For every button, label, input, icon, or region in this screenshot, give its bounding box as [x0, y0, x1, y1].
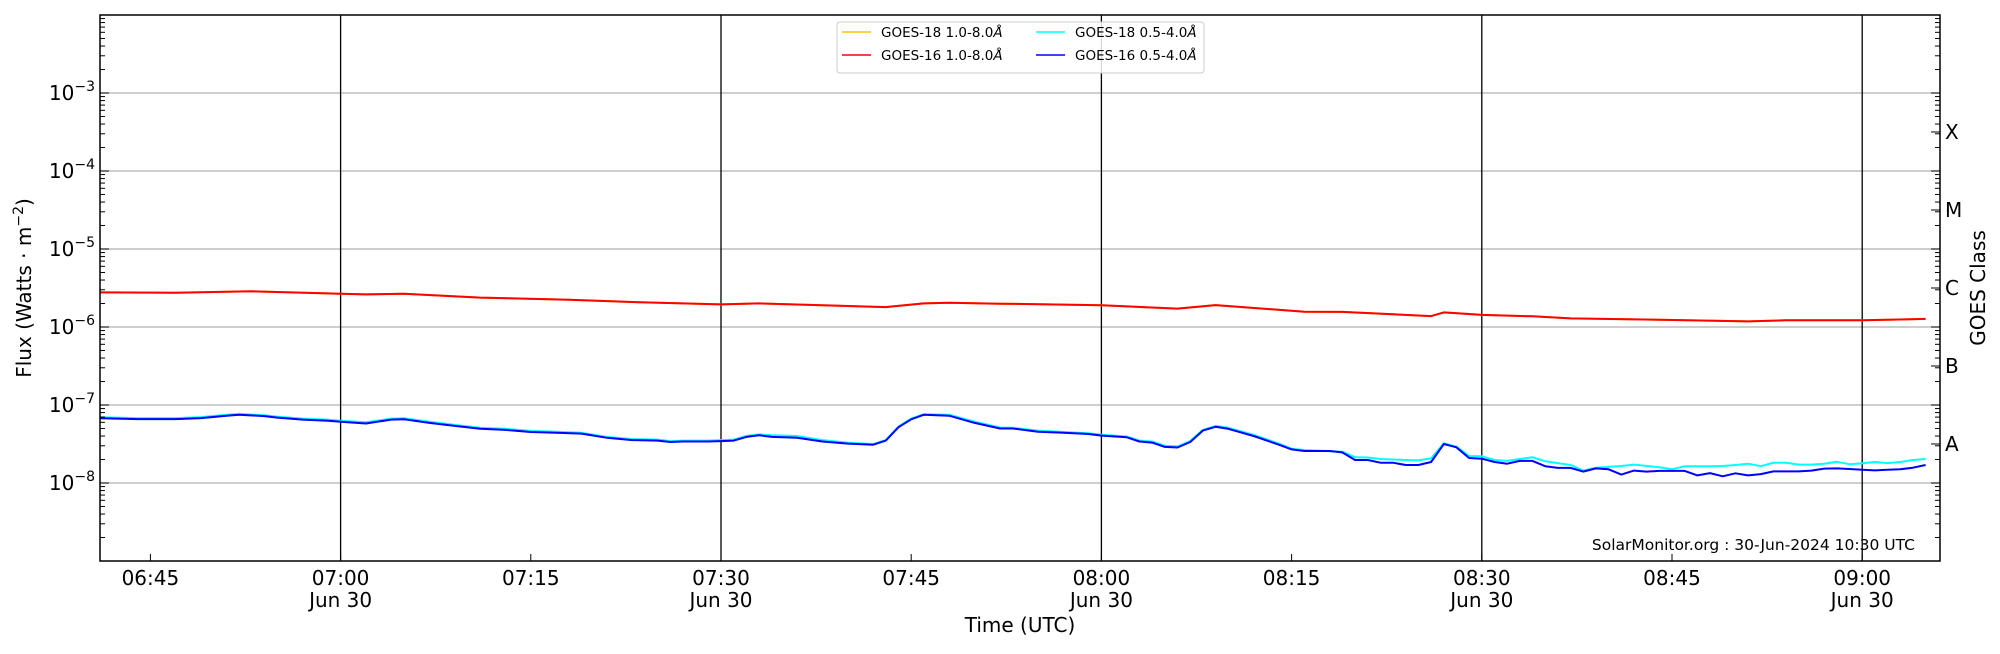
legend-entry: GOES-16 1.0-8.0Å — [881, 47, 1003, 64]
goes-class-X: X — [1945, 120, 1959, 144]
grid — [100, 92, 1940, 484]
legend-entry: GOES-18 0.5-4.0Å — [1075, 24, 1197, 41]
x-tick-label: 08:00 — [1073, 566, 1131, 590]
y-tick-label: 10−5 — [49, 235, 95, 261]
goes-class-A: A — [1945, 432, 1959, 456]
x-tick-label: 07:45 — [882, 566, 940, 590]
half-hour-lines — [339, 15, 1863, 561]
legend-entry: GOES-16 0.5-4.0Å — [1075, 47, 1197, 64]
x-axis-title: Time (UTC) — [964, 613, 1076, 637]
y-tick-label: 10−3 — [49, 79, 95, 105]
x-tick-label: 09:00 — [1833, 566, 1891, 590]
series-line-goes-16-1-0-8-0 — [99, 290, 1926, 323]
x-tick-label: 06:45 — [122, 566, 180, 590]
legend-box — [836, 21, 1205, 74]
y-axis-title: Flux (Watts · m−2) — [11, 198, 36, 378]
y-tick-label: 10−6 — [49, 313, 95, 339]
x-tick-label: 07:30 — [692, 566, 750, 590]
series-lines — [99, 290, 1926, 478]
goes-class-B: B — [1945, 354, 1959, 378]
x-tick-label: 07:15 — [502, 566, 560, 590]
y-tick-label: 10−8 — [49, 469, 95, 495]
legend: GOES-18 1.0-8.0Å GOES-18 0.5-4.0Å GOES-16 … — [836, 21, 1205, 74]
series-line-goes-18-0-5-4-0 — [99, 412, 1926, 472]
x-tick-date: Jun 30 — [307, 588, 372, 612]
x-tick-date: Jun 30 — [687, 588, 752, 612]
x-tick-date: Jun 30 — [1068, 588, 1133, 612]
timestamp-annotation: SolarMonitor.org : 30-Jun-2024 10:30 UTC — [1592, 536, 1915, 554]
legend-entry: GOES-18 1.0-8.0Å — [881, 24, 1003, 41]
series-line-goes-16-0-5-4-0 — [99, 413, 1926, 478]
axis-ticks — [100, 18, 1940, 562]
x-tick-date: Jun 30 — [1448, 588, 1513, 612]
x-tick-label: 08:30 — [1453, 566, 1511, 590]
x-tick-label: 08:15 — [1263, 566, 1321, 590]
goes-class-M: M — [1945, 198, 1962, 222]
y2-axis-title: GOES Class — [1966, 230, 1990, 346]
y-tick-label: 10−7 — [49, 391, 95, 417]
y-tick-label: 10−4 — [49, 157, 95, 183]
x-tick-date: Jun 30 — [1829, 588, 1894, 612]
goes-class-C: C — [1945, 276, 1959, 300]
y-tick-labels: 10−3 10−4 10−5 10−6 10−7 10−8 — [49, 79, 95, 495]
plot-frame — [99, 14, 1941, 562]
x-tick-label: 08:45 — [1643, 566, 1701, 590]
x-tick-label: 07:00 — [312, 566, 370, 590]
series-line-goes-18-1-0-8-0 — [99, 290, 1926, 323]
goes-class-labels: X M C B A — [1945, 120, 1962, 456]
